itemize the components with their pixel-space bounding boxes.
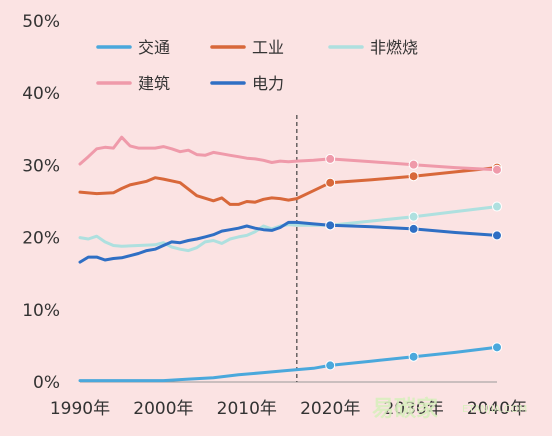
- series-1: [78, 342, 502, 383]
- legend-item: 电力: [210, 74, 284, 93]
- y-tick-label: 20%: [22, 229, 60, 249]
- data-point: [492, 230, 502, 241]
- data-point: [408, 211, 419, 222]
- data-point: [408, 159, 419, 170]
- legend-label: 建筑: [138, 74, 170, 93]
- watermark-subtext: ETANJIA.COM: [462, 404, 527, 415]
- series-5: [78, 220, 502, 264]
- legend-label: 交通: [138, 38, 170, 57]
- data-point: [492, 164, 502, 175]
- data-point: [408, 351, 419, 362]
- watermark: 易碳家 ETANJIA.COM: [372, 396, 527, 422]
- x-tick-label: 2010年: [217, 399, 277, 419]
- x-tick-label: 2000年: [133, 399, 193, 419]
- y-tick-label: 40%: [22, 84, 60, 104]
- x-tick-label: 1990年: [50, 399, 110, 419]
- x-tick-label: 2040年: [467, 399, 527, 419]
- legend-label: 电力: [252, 74, 284, 93]
- y-tick-label: 10%: [22, 301, 60, 321]
- legend-item: 非燃烧: [328, 38, 418, 57]
- y-tick-label: 50%: [22, 12, 60, 32]
- series-line: [78, 166, 499, 206]
- series-4: [78, 135, 502, 175]
- data-point: [408, 171, 419, 182]
- data-point: [325, 220, 336, 231]
- y-tick-label: 0%: [33, 373, 60, 393]
- watermark-text: 易碳家: [372, 396, 439, 422]
- data-point: [325, 153, 336, 164]
- series-line: [78, 135, 499, 172]
- legend-item: 工业: [210, 38, 284, 57]
- data-point: [492, 201, 502, 212]
- series-line: [78, 345, 499, 383]
- data-point: [325, 360, 336, 371]
- legend-item: 建筑: [96, 74, 170, 93]
- data-point: [325, 177, 336, 188]
- series-line: [78, 220, 499, 264]
- legend-item: 交通: [96, 38, 170, 57]
- series-layer: [78, 135, 502, 383]
- x-tick-label: 2030年: [383, 399, 443, 419]
- series-2: [78, 162, 502, 206]
- data-point: [492, 342, 502, 353]
- axes: 0% 10% 20% 30% 40% 50% 1990年 2000年 2010年 2020年 203…: [22, 12, 527, 419]
- y-tick-label: 30%: [22, 156, 60, 176]
- legend-label: 非燃烧: [370, 38, 418, 57]
- data-point: [408, 223, 419, 234]
- x-tick-label: 2020年: [300, 399, 360, 419]
- legend-label: 工业: [252, 38, 284, 57]
